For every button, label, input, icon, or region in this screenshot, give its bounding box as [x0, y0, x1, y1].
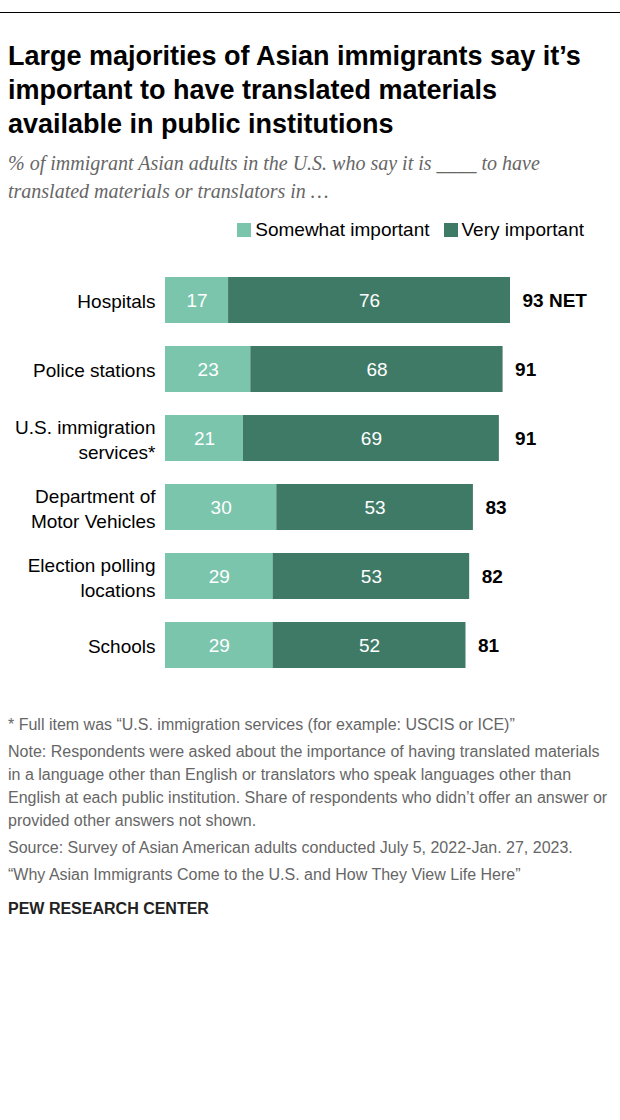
- html-text:Source: Survey of Asian Americ: Source: Survey of Asian American adults …: [8, 839, 573, 856]
- html-text:Note: Respondents were asked a: Note: Respondents were asked about the i…: [8, 743, 608, 829]
- svg-text:Hospitals: Hospitals: [77, 291, 155, 312]
- svg-text:91: 91: [515, 359, 537, 380]
- svg-text:Police stations: Police stations: [33, 360, 156, 381]
- svg-text:Election pollinglocations: Election pollinglocations: [28, 555, 156, 601]
- svg-text:29: 29: [209, 566, 230, 587]
- svg-text:83: 83: [485, 497, 506, 518]
- html-text:PEW RESEARCH CENTER: PEW RESEARCH CENTER: [8, 900, 209, 917]
- svg-text:82: 82: [482, 566, 503, 587]
- svg-text:17: 17: [186, 290, 207, 311]
- svg-text:53: 53: [365, 497, 386, 518]
- html-text:* Full item was “U.S. immigrat: * Full item was “U.S. immigration servic…: [8, 716, 515, 733]
- svg-text:91: 91: [515, 428, 537, 449]
- svg-text:30: 30: [211, 497, 232, 518]
- svg-text:29: 29: [209, 635, 230, 656]
- svg-text:68: 68: [366, 359, 387, 380]
- svg-text:81: 81: [478, 635, 500, 656]
- html-text:Large majorities of Asian immi: Large majorities of Asian immigrants say…: [8, 41, 581, 139]
- svg-text:93 NET: 93 NET: [523, 290, 588, 311]
- svg-text:69: 69: [361, 428, 382, 449]
- html-text:% of immigrant Asian adults in: % of immigrant Asian adults in the U.S. …: [8, 152, 540, 202]
- svg-text:52: 52: [359, 635, 380, 656]
- svg-text:U.S. immigrationservices*: U.S. immigrationservices*: [15, 417, 156, 463]
- svg-text:76: 76: [359, 290, 380, 311]
- html-text:Very important: Very important: [461, 219, 584, 240]
- svg-text:23: 23: [198, 359, 219, 380]
- html-text:Somewhat important: Somewhat important: [255, 219, 430, 240]
- svg-text:Department ofMotor Vehicles: Department ofMotor Vehicles: [31, 486, 156, 532]
- html-text:“Why Asian Immigrants Come to: “Why Asian Immigrants Come to the U.S. a…: [8, 866, 521, 883]
- svg-text:21: 21: [194, 428, 215, 449]
- svg-text:53: 53: [361, 566, 382, 587]
- svg-text:Schools: Schools: [88, 636, 156, 657]
